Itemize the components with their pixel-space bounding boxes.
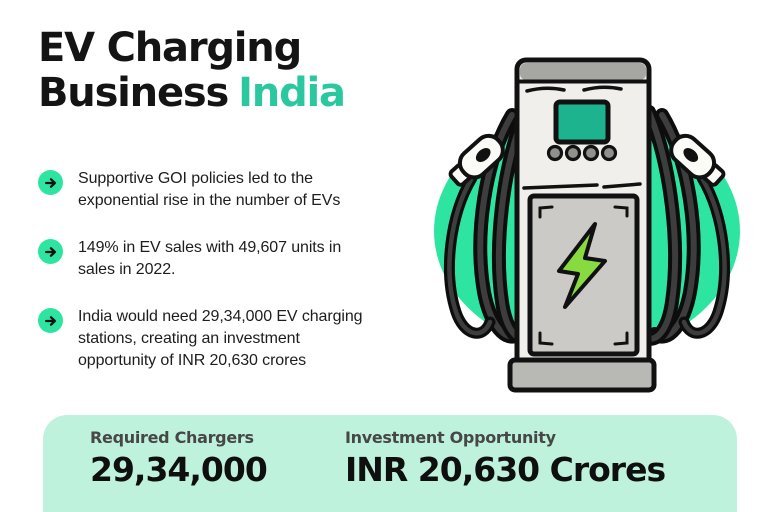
title-line-1: EV Charging (38, 25, 302, 71)
stat-value: 29,34,000 (90, 450, 268, 489)
charger-body (514, 57, 652, 369)
green-circle-background (434, 109, 740, 353)
stat-label: Required Chargers (90, 428, 254, 447)
arrow-right-icon (38, 308, 63, 333)
stats-bar: Required Chargers 29,34,000 Investment O… (43, 415, 737, 512)
charger-top-cap (520, 63, 646, 80)
title-line-2: Business (38, 70, 229, 117)
arrow-right-icon (38, 170, 63, 195)
charger-buttons (546, 144, 618, 162)
stat-investment-opportunity: Investment Opportunity INR 20,630 Crores (345, 428, 666, 489)
bullet-text: India would need 29,34,000 EV charging s… (78, 308, 363, 369)
bullet-text: Supportive GOI policies led to the expon… (78, 170, 341, 209)
arrow-right-icon (38, 239, 63, 264)
title-accent: India (238, 70, 346, 117)
bullet-text: 149% in EV sales with 49,607 units in sa… (78, 239, 342, 278)
charging-handle-icon (448, 133, 505, 187)
stat-value: INR 20,630 Crores (345, 450, 666, 489)
charging-cable-left (443, 105, 536, 346)
stat-label: Investment Opportunity (345, 428, 556, 447)
charger-base (507, 357, 657, 393)
charger-screen (553, 99, 611, 145)
list-item: Supportive GOI policies led to the expon… (38, 168, 388, 212)
list-item: 149% in EV sales with 49,607 units in sa… (38, 237, 388, 281)
page-title: EV Charging Business India (38, 25, 468, 117)
charger-panel (527, 193, 640, 357)
list-item: India would need 29,34,000 EV charging s… (38, 306, 388, 372)
panel-corner-marks (538, 205, 629, 346)
bullet-list: Supportive GOI policies led to the expon… (38, 168, 388, 372)
stat-required-chargers: Required Chargers 29,34,000 (90, 428, 268, 489)
lightning-bolt-icon (557, 222, 607, 309)
